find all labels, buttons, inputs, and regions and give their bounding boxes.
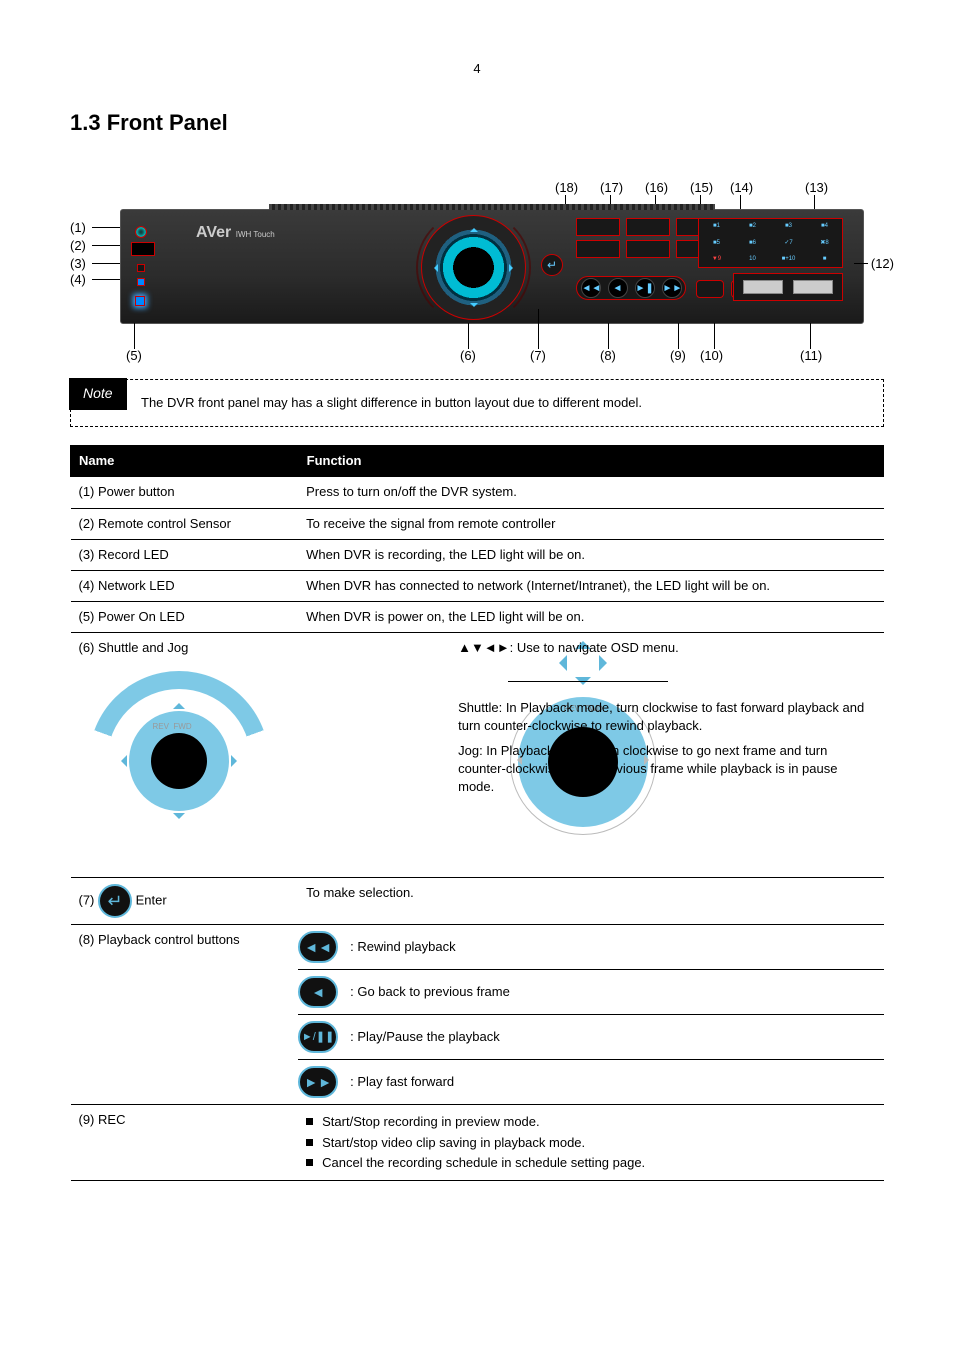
row-no: (8) bbox=[79, 932, 95, 947]
callout-7: (7) bbox=[530, 347, 546, 365]
brand-logo: AVer IWH Touch bbox=[196, 222, 275, 244]
callout-16: (16) bbox=[645, 179, 668, 197]
row-no: (7) bbox=[79, 893, 95, 908]
table-row: (3) Record LED When DVR is recording, th… bbox=[71, 539, 884, 570]
section-title: 1.3 Front Panel bbox=[70, 108, 884, 139]
front-panel-table: Name Function (1) Power button Press to … bbox=[70, 445, 884, 1181]
fast-forward-icon: ►► bbox=[298, 1066, 338, 1098]
network-led-icon bbox=[137, 278, 145, 286]
row-fn: When DVR is recording, the LED light wil… bbox=[298, 539, 883, 570]
row-no: (4) bbox=[79, 578, 95, 593]
row-name: Power On LED bbox=[98, 609, 185, 624]
table-row: (1) Power button Press to turn on/off th… bbox=[71, 477, 884, 508]
callout-13: (13) bbox=[805, 179, 828, 197]
table-row: (8) Playback control buttons ◄◄ : Rewind… bbox=[71, 925, 884, 1105]
callout-8: (8) bbox=[600, 347, 616, 365]
list-item: Cancel the recording schedule in schedul… bbox=[306, 1154, 875, 1172]
rewind-icon: ◄◄ bbox=[298, 931, 338, 963]
channel-grid-icon: ■1■2■3■4 ■5■6✓7✖8 ▼910■+10■ bbox=[698, 218, 843, 268]
th-name: Name bbox=[71, 446, 299, 477]
callout-17: (17) bbox=[600, 179, 623, 197]
callout-12: (12) bbox=[871, 255, 894, 273]
device-body: AVer IWH Touch ↵ ◄◄◄►❚►► bbox=[120, 209, 864, 324]
callout-15: (15) bbox=[690, 179, 713, 197]
callout-4: (4) bbox=[70, 271, 86, 289]
enter-button-icon: ↵ bbox=[541, 254, 563, 276]
row-no: (3) bbox=[79, 547, 95, 562]
row-name: Shuttle and Jog bbox=[98, 640, 188, 655]
callout-2: (2) bbox=[70, 237, 86, 255]
table-row: (6) Shuttle and Jog REV FWD bbox=[71, 633, 884, 878]
list-item: Start/stop video clip saving in playback… bbox=[306, 1134, 875, 1152]
row-name: Network LED bbox=[98, 578, 175, 593]
enter-icon bbox=[98, 884, 132, 918]
table-row: (7) Enter To make selection. bbox=[71, 878, 884, 925]
row-no: (6) bbox=[79, 640, 95, 655]
row-fn: Press to turn on/off the DVR system. bbox=[298, 477, 883, 508]
shuttle-diagram-icon: REV FWD bbox=[79, 661, 279, 861]
fn-row2-btn bbox=[626, 240, 670, 258]
callout-14: (14) bbox=[730, 179, 753, 197]
row-fn: When DVR has connected to network (Inter… bbox=[298, 570, 883, 601]
rewind-desc: : Rewind playback bbox=[350, 938, 883, 956]
row-name: REC bbox=[98, 1112, 125, 1127]
note-box: Note The DVR front panel may has a sligh… bbox=[70, 379, 884, 427]
poweron-led-icon bbox=[135, 296, 145, 306]
usb-ports-icon bbox=[733, 273, 843, 301]
row-name: Power button bbox=[98, 484, 175, 499]
table-row: (2) Remote control Sensor To receive the… bbox=[71, 508, 884, 539]
jog-desc-arrows: ▲▼◄►: Use to navigate OSD menu. bbox=[458, 633, 883, 663]
play-pause-desc: : Play/Pause the playback bbox=[350, 1028, 883, 1046]
row-no: (5) bbox=[79, 609, 95, 624]
fast-forward-desc: : Play fast forward bbox=[350, 1073, 883, 1091]
row-name: Record LED bbox=[98, 547, 169, 562]
callout-6: (6) bbox=[460, 347, 476, 365]
prev-frame-desc: : Go back to previous frame bbox=[350, 983, 883, 1001]
table-row: (9) REC Start/Stop recording in preview … bbox=[71, 1105, 884, 1181]
rec-bullets: Start/Stop recording in preview mode. St… bbox=[306, 1113, 875, 1172]
playback-buttons-icon: ◄◄◄►❚►► bbox=[576, 276, 686, 300]
list-item: Start/Stop recording in preview mode. bbox=[306, 1113, 875, 1131]
row-no: (1) bbox=[79, 484, 95, 499]
callout-11: (11) bbox=[800, 347, 822, 365]
callout-5: (5) bbox=[126, 347, 142, 365]
record-led-icon bbox=[137, 264, 145, 272]
callout-9: (9) bbox=[670, 347, 686, 365]
fn-row1-btn bbox=[626, 218, 670, 236]
callout-1: (1) bbox=[70, 219, 86, 237]
callout-10: (10) bbox=[700, 347, 723, 365]
play-pause-icon: ►/❚❚ bbox=[298, 1021, 338, 1053]
note-text: The DVR front panel may has a slight dif… bbox=[141, 394, 869, 412]
table-row: (5) Power On LED When DVR is power on, t… bbox=[71, 602, 884, 633]
page-number: 4 bbox=[70, 60, 884, 78]
jog-desc-shuttle: Shuttle: In Playback mode, turn clockwis… bbox=[458, 699, 875, 735]
note-badge: Note bbox=[69, 378, 127, 410]
rec-button-icon bbox=[696, 280, 724, 298]
row-name: Playback control buttons bbox=[98, 932, 240, 947]
power-button-icon bbox=[135, 226, 147, 238]
callout-18: (18) bbox=[555, 179, 578, 197]
device-figure: (18) (17) (16) (15) (14) (13) (1) (2) (3… bbox=[70, 159, 884, 369]
row-no: (9) bbox=[79, 1112, 95, 1127]
fn-row1-btn bbox=[576, 218, 620, 236]
th-function: Function bbox=[298, 446, 883, 477]
jog-desc-jog: Jog: In Playback mode, turn clockwise to… bbox=[458, 742, 875, 797]
row-fn: To make selection. bbox=[298, 878, 883, 925]
table-row: (4) Network LED When DVR has connected t… bbox=[71, 570, 884, 601]
prev-frame-icon: ◄ bbox=[298, 976, 338, 1008]
ir-window-icon bbox=[131, 242, 155, 256]
fn-row2-btn bbox=[576, 240, 620, 258]
row-no: (2) bbox=[79, 516, 95, 531]
row-name: Enter bbox=[136, 893, 167, 908]
jog-shuttle-icon bbox=[421, 215, 526, 320]
row-fn: To receive the signal from remote contro… bbox=[298, 508, 883, 539]
row-name: Remote control Sensor bbox=[98, 516, 231, 531]
row-fn: When DVR is power on, the LED light will… bbox=[298, 602, 883, 633]
